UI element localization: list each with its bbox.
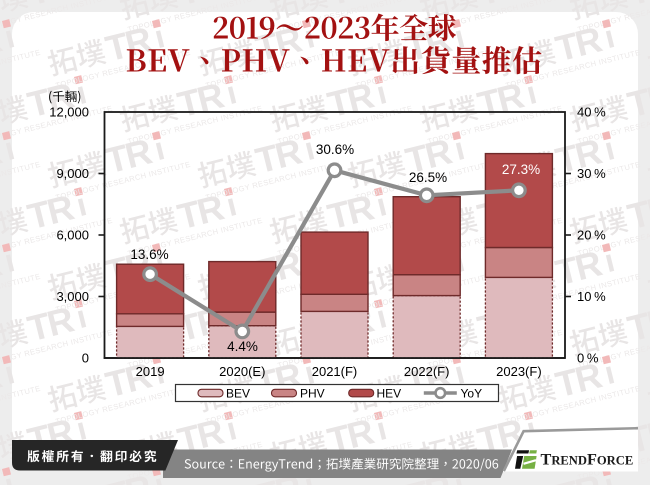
svg-text:4.4%: 4.4% (227, 339, 258, 354)
svg-text:0: 0 (82, 351, 89, 366)
svg-text:30.6%: 30.6% (316, 142, 354, 157)
svg-text:2021(F): 2021(F) (312, 364, 358, 379)
svg-text:YoY: YoY (461, 387, 483, 401)
svg-text:12,000: 12,000 (49, 105, 89, 120)
svg-text:40 %: 40 % (577, 105, 606, 120)
svg-text:HEV: HEV (377, 387, 402, 401)
svg-text:TRENDFORCE: TRENDFORCE (541, 451, 634, 469)
svg-text:2022(F): 2022(F) (404, 364, 450, 379)
svg-text:30 %: 30 % (577, 166, 606, 181)
svg-text:2020(E): 2020(E) (219, 364, 265, 379)
svg-text:9,000: 9,000 (56, 166, 89, 181)
svg-text:20 %: 20 % (577, 228, 606, 243)
svg-text:27.3%: 27.3% (502, 162, 540, 177)
svg-text:3,000: 3,000 (56, 289, 89, 304)
svg-text:6,000: 6,000 (56, 228, 89, 243)
svg-text:2023(F): 2023(F) (496, 364, 542, 379)
svg-text:PHV: PHV (300, 387, 325, 401)
svg-text:26.5%: 26.5% (409, 170, 447, 185)
svg-text:0 %: 0 % (577, 351, 599, 366)
svg-text:10 %: 10 % (577, 289, 606, 304)
svg-text:BEV: BEV (226, 387, 250, 401)
svg-text:2019: 2019 (136, 364, 165, 379)
svg-text:13.6%: 13.6% (130, 247, 168, 262)
